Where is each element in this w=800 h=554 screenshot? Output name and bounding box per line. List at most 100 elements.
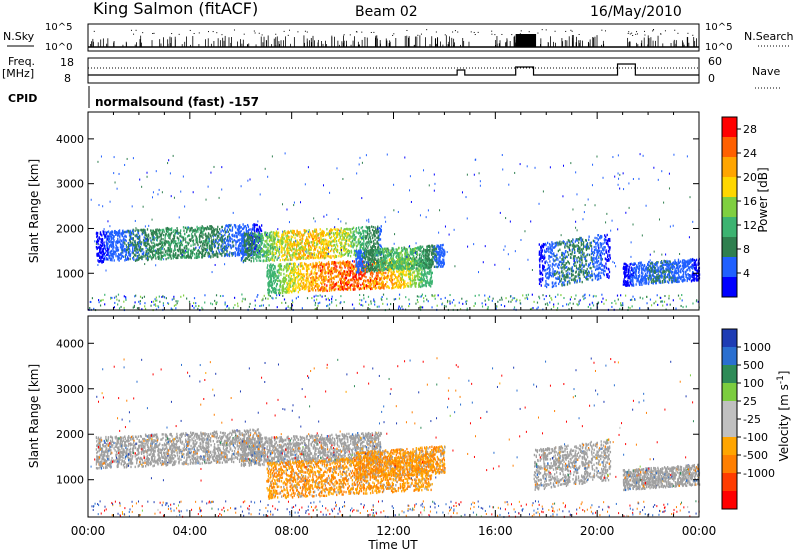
power-cell	[145, 257, 147, 260]
power-cell	[102, 298, 104, 301]
power-cell	[322, 241, 324, 245]
power-cell	[306, 229, 308, 233]
power-cell	[219, 252, 221, 256]
power-cell	[355, 273, 358, 276]
power-cell	[268, 250, 270, 253]
noise-dot	[554, 30, 556, 32]
power-cell	[360, 244, 362, 247]
power-cell	[290, 237, 292, 241]
power-cell	[115, 240, 117, 244]
power-cell	[319, 250, 322, 253]
power-cell	[224, 233, 226, 237]
power-cell	[140, 256, 142, 259]
power-cell	[191, 229, 194, 233]
power-cell	[152, 255, 155, 259]
power-cell	[405, 296, 407, 299]
power-cell	[309, 282, 311, 285]
power-cell	[299, 273, 301, 276]
power-cell	[167, 229, 169, 233]
power-cell	[193, 228, 196, 232]
power-cell	[285, 307, 287, 310]
power-cell	[188, 238, 191, 241]
power-cell	[174, 233, 176, 236]
power-cell	[347, 279, 349, 283]
power-cell	[120, 248, 123, 251]
power-cell	[243, 236, 245, 239]
power-cell	[273, 259, 275, 262]
power-cell	[260, 253, 262, 257]
power-cell	[275, 233, 278, 236]
power-cell	[324, 242, 326, 245]
power-cell	[195, 302, 197, 305]
power-cell	[322, 234, 325, 237]
noise-dot	[565, 30, 567, 32]
power-cell	[186, 226, 188, 230]
power-cell	[369, 250, 371, 254]
noise-dot	[664, 30, 666, 32]
power-cell	[319, 241, 321, 245]
power-cell	[128, 243, 130, 247]
power-cell	[524, 297, 526, 300]
power-cell	[252, 246, 255, 250]
power-cell	[365, 270, 367, 274]
power-cell	[293, 262, 296, 265]
power-cell	[320, 233, 322, 236]
power-cell	[332, 281, 335, 284]
power-cell	[153, 241, 155, 244]
power-cell	[302, 237, 304, 241]
power-cell	[178, 247, 180, 251]
noise-dot	[652, 29, 654, 31]
power-cell	[98, 260, 100, 264]
nave-tick-bottom: 0	[708, 72, 715, 85]
power-cell	[231, 237, 233, 241]
power-cell	[170, 227, 172, 231]
power-cell	[334, 246, 337, 249]
power-cell	[325, 275, 327, 278]
power-cell	[134, 259, 137, 262]
power-cell	[288, 253, 290, 256]
power-cell	[236, 251, 239, 254]
power-cell	[242, 232, 244, 236]
power-cell	[119, 238, 121, 242]
power-cell	[326, 243, 328, 247]
power-cell	[346, 236, 348, 240]
power-cell	[408, 305, 410, 308]
power-cell	[342, 287, 344, 291]
power-cell	[402, 283, 404, 286]
power-cell	[182, 236, 184, 240]
power-cell	[260, 234, 262, 237]
power-cell	[228, 307, 230, 310]
power-cell	[302, 278, 305, 281]
power-cell	[338, 254, 340, 258]
power-cell	[333, 283, 335, 286]
noise-strip: N.Sky N.Search 10^5 10^0 10^5 10^0	[3, 22, 794, 53]
power-cell	[169, 237, 171, 240]
power-cell	[557, 302, 559, 305]
power-cell	[159, 234, 161, 237]
power-cell	[265, 235, 268, 238]
power-cell	[118, 299, 120, 302]
power-cell	[276, 244, 278, 247]
power-cell	[177, 256, 179, 260]
power-cell	[318, 240, 320, 243]
power-cell	[218, 249, 220, 252]
power-cell	[192, 229, 195, 232]
power-cell	[217, 246, 220, 250]
power-cell	[315, 256, 317, 260]
power-cell	[305, 256, 308, 259]
power-cell	[102, 258, 105, 261]
power-cell	[356, 231, 358, 234]
power-cell	[271, 252, 273, 255]
power-cell	[569, 302, 571, 305]
power-cell	[126, 255, 129, 259]
power-cell	[323, 231, 325, 235]
power-cell	[154, 249, 156, 253]
power-cell	[319, 274, 321, 277]
power-cell	[254, 251, 257, 254]
power-cell	[282, 294, 284, 297]
power-cell	[279, 291, 282, 295]
power-cell	[99, 231, 102, 234]
power-cell	[336, 248, 338, 251]
power-cell	[315, 265, 317, 268]
power-cell	[104, 235, 107, 238]
